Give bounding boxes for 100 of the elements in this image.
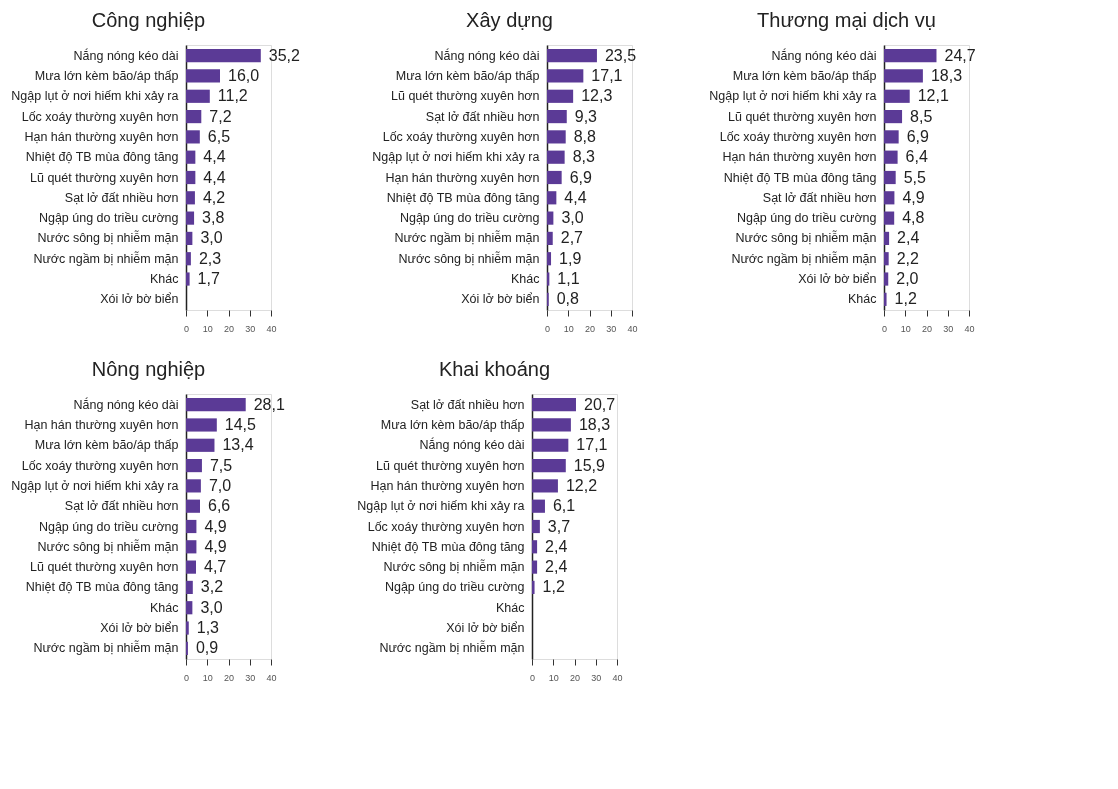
x-tick-label: 0 <box>529 672 536 683</box>
bar <box>186 130 200 144</box>
y-tick-label: Sạt lở đất nhiều hơn <box>425 109 540 124</box>
data-label: 7,2 <box>209 107 232 125</box>
y-tick-label: Nước ngầm bị nhiễm mặn <box>379 640 525 656</box>
y-tick-label: Xói lở bờ biển <box>100 292 179 307</box>
y-tick-label: Nắng nóng kéo dài <box>419 437 525 453</box>
data-label: 14,5 <box>224 415 257 433</box>
data-label: 6,9 <box>906 127 930 145</box>
bar <box>547 69 584 83</box>
bar <box>186 438 215 452</box>
data-label: 15,9 <box>573 456 606 474</box>
x-tick-label: 30 <box>245 323 256 334</box>
y-tick-label: Lũ quét thường xuyên hơn <box>376 458 525 473</box>
bar <box>186 418 217 432</box>
bar <box>547 211 554 225</box>
bar <box>186 499 201 513</box>
y-tick-label: Ngập lụt ở nơi hiếm khi xảy ra <box>357 499 525 514</box>
bar <box>186 211 195 225</box>
data-label: 6,9 <box>569 168 593 186</box>
y-tick-label: Mưa lớn kèm bão/áp thấp <box>34 68 179 83</box>
data-label: 12,3 <box>581 87 613 105</box>
y-tick-label: Ngập úng do triều cường <box>38 519 179 534</box>
bar <box>186 49 261 63</box>
bar <box>186 580 193 595</box>
x-tick-label: 10 <box>202 672 213 683</box>
bar <box>186 150 196 164</box>
x-tick-label: 40 <box>266 672 277 683</box>
y-tick-label: Nắng nóng kéo dài <box>434 47 540 63</box>
data-label: 1,2 <box>542 578 565 596</box>
data-label: 4,4 <box>203 148 226 166</box>
y-tick-label: Lũ quét thường xuyên hơn <box>728 109 877 124</box>
data-label: 5,5 <box>903 168 927 186</box>
data-label: 17,1 <box>591 66 623 84</box>
data-label: 7,0 <box>208 476 232 494</box>
bar <box>884 272 889 286</box>
x-tick-label: 0 <box>881 323 888 334</box>
y-tick-label: Nước sông bị nhiễm mặn <box>37 538 179 554</box>
bar <box>532 418 571 432</box>
chart-title: Thương mại dịch vụ <box>757 9 936 31</box>
bar <box>884 191 895 205</box>
y-tick-label: Lốc xoáy thường xuyên hơn <box>21 458 179 473</box>
y-tick-label: Mưa lớn kèm bão/áp thấp <box>380 417 525 432</box>
y-tick-label: Ngập lụt ở nơi hiếm khi xảy ra <box>372 150 540 165</box>
x-tick-label: 40 <box>612 672 623 683</box>
data-label: 2,0 <box>896 270 919 288</box>
bar <box>547 89 574 103</box>
y-tick-label: Hạn hán thường xuyên hơn <box>24 417 179 432</box>
bar <box>186 601 193 615</box>
chart-title: Khai khoáng <box>438 358 551 380</box>
y-tick-label: Sạt lở đất nhiều hơn <box>64 190 179 205</box>
y-tick-label: Mưa lớn kèm bão/áp thấp <box>732 68 877 83</box>
data-label: 2,4 <box>545 558 568 576</box>
bar <box>532 479 558 493</box>
bar <box>186 621 189 635</box>
data-label: 1,9 <box>559 249 582 267</box>
bar <box>884 231 890 246</box>
y-tick-label: Xói lở bờ biển <box>100 621 179 636</box>
data-label: 11,2 <box>217 87 248 105</box>
x-tick-label: 30 <box>591 672 602 683</box>
y-tick-label: Ngập lụt ở nơi hiếm khi xảy ra <box>11 478 179 493</box>
y-tick-label: Nước ngầm bị nhiễm mặn <box>33 250 179 266</box>
y-tick-label: Nhiệt độ TB mùa đông tăng <box>723 170 877 185</box>
data-label: 35,2 <box>268 46 301 64</box>
x-tick-label: 10 <box>202 323 213 334</box>
y-tick-label: Nhiệt độ TB mùa đông tăng <box>386 190 540 205</box>
y-tick-label: Lốc xoáy thường xuyên hơn <box>382 129 540 144</box>
y-tick-label: Lũ quét thường xuyên hơn <box>30 560 179 575</box>
data-label: 4,4 <box>203 168 226 186</box>
y-tick-label: Ngập úng do triều cường <box>399 211 540 226</box>
data-label: 1,1 <box>557 270 580 288</box>
y-tick-label: Nước ngầm bị nhiễm mặn <box>731 250 877 266</box>
x-tick-label: 0 <box>183 672 190 683</box>
y-tick-label: Lốc xoáy thường xuyên hơn <box>367 519 525 534</box>
bar <box>186 272 190 286</box>
bar <box>186 252 191 266</box>
data-label: 8,8 <box>573 127 597 145</box>
data-label: 18,3 <box>930 66 963 84</box>
x-tick-label: 30 <box>606 323 617 334</box>
bar <box>547 231 553 246</box>
y-tick-label: Hạn hán thường xuyên hơn <box>370 478 525 493</box>
y-tick-label: Hạn hán thường xuyên hơn <box>24 129 179 144</box>
data-label: 28,1 <box>253 395 285 413</box>
data-label: 4,4 <box>564 188 587 206</box>
data-label: 3,0 <box>561 209 584 227</box>
data-label: 1,3 <box>196 619 220 637</box>
x-tick-label: 0 <box>544 323 551 334</box>
x-tick-label: 20 <box>584 323 596 334</box>
bar <box>186 170 196 185</box>
chart-title: Công nghiệp <box>91 9 206 31</box>
bar <box>884 69 923 83</box>
data-label: 2,7 <box>560 229 584 247</box>
x-tick-label: 20 <box>223 323 235 334</box>
data-label: 18,3 <box>578 415 611 433</box>
data-label: 6,1 <box>552 497 576 515</box>
y-tick-label: Nước sông bị nhiễm mặn <box>383 559 525 575</box>
data-label: 9,3 <box>574 107 598 125</box>
y-tick-label: Hạn hán thường xuyên hơn <box>722 150 877 165</box>
y-tick-label: Nhiệt độ TB mùa đông tăng <box>25 580 179 595</box>
x-tick-label: 20 <box>921 323 933 334</box>
